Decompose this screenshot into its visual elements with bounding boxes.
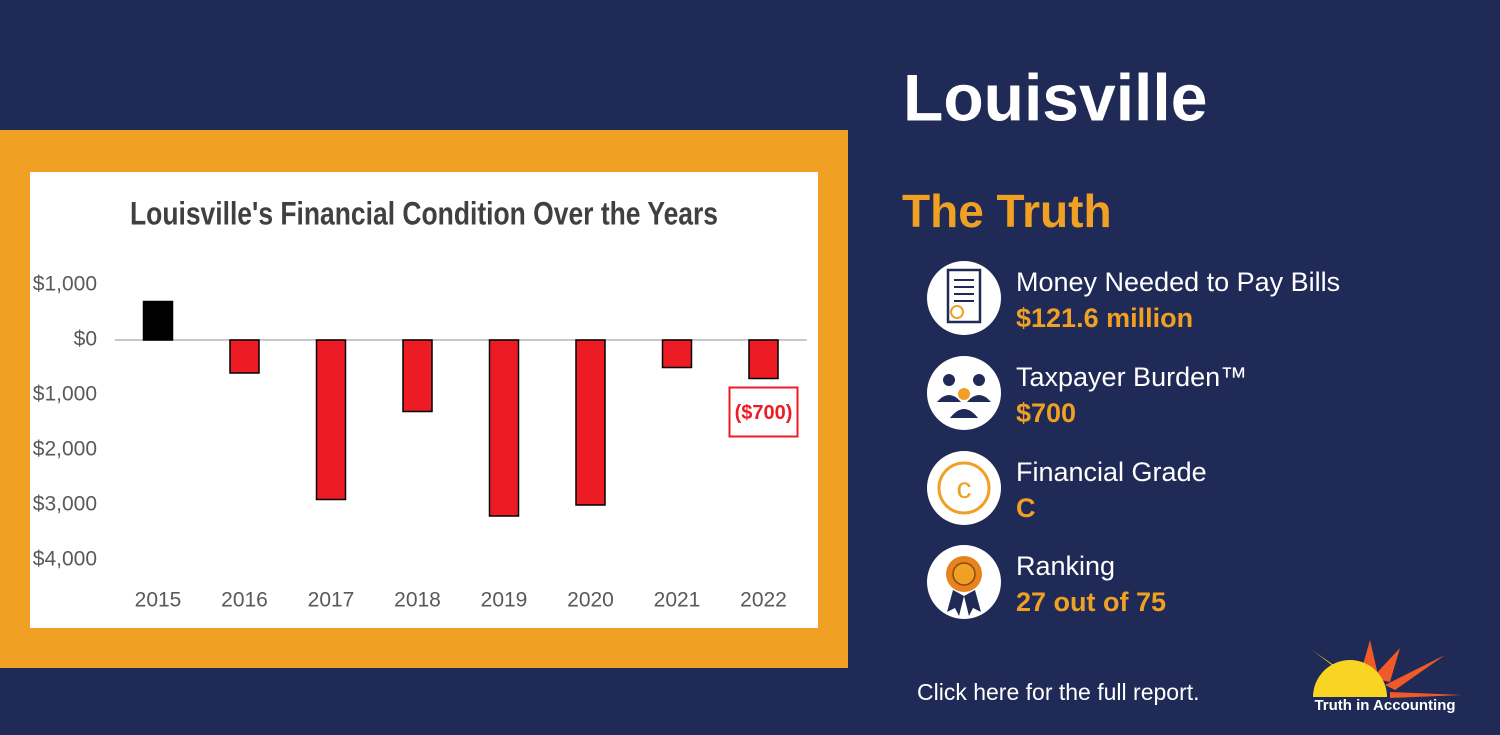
y-tick-label: $3,000 <box>33 493 97 516</box>
y-tick-label: $1,000 <box>33 383 97 406</box>
metric-value: $700 <box>1016 398 1076 428</box>
report-link[interactable]: Click here for the full report. <box>917 679 1200 705</box>
y-tick-label: $4,000 <box>33 548 97 571</box>
icon-grade: c <box>927 451 1001 525</box>
value-label: ($700) <box>735 402 793 424</box>
x-tick-label: 2015 <box>135 589 182 612</box>
bar <box>402 339 433 413</box>
icon-ribbon <box>927 545 1001 619</box>
x-tick-label: 2016 <box>221 589 268 612</box>
y-tick-label: $0 <box>74 328 97 351</box>
bar <box>488 339 520 517</box>
metric-label: Ranking <box>1016 551 1115 581</box>
metric-label: Money Needed to Pay Bills <box>1016 267 1340 297</box>
x-tick-label: 2022 <box>740 589 787 612</box>
x-tick-label: 2020 <box>567 589 614 612</box>
metric-value: 27 out of 75 <box>1016 587 1166 617</box>
y-tick-label: $2,000 <box>33 438 97 461</box>
x-tick-label: 2017 <box>308 589 355 612</box>
section-title: The Truth <box>902 185 1112 237</box>
icon-bill <box>927 261 1001 335</box>
chart-title: Louisville's Financial Condition Over th… <box>130 195 718 231</box>
city-title: Louisville <box>903 60 1207 134</box>
logo-text: Truth in Accounting <box>1314 697 1455 714</box>
bar <box>575 339 606 506</box>
metric-label: Taxpayer Burden™ <box>1016 362 1247 392</box>
bar <box>661 339 693 369</box>
svg-text:c: c <box>957 472 972 505</box>
metric-label: Financial Grade <box>1016 457 1207 487</box>
logo: Truth in Accounting <box>1312 640 1462 714</box>
icon-people <box>927 356 1001 430</box>
metric-value: C <box>1016 493 1036 523</box>
value-label-box <box>728 386 799 438</box>
bar <box>229 339 260 374</box>
x-tick-label: 2019 <box>481 589 528 612</box>
x-tick-label: 2021 <box>654 589 701 612</box>
metric-value: $121.6 million <box>1016 303 1193 333</box>
y-tick-label: $1,000 <box>33 273 97 296</box>
bar <box>315 339 347 501</box>
bar <box>142 300 174 341</box>
x-tick-label: 2018 <box>394 589 441 612</box>
bar <box>748 339 779 380</box>
